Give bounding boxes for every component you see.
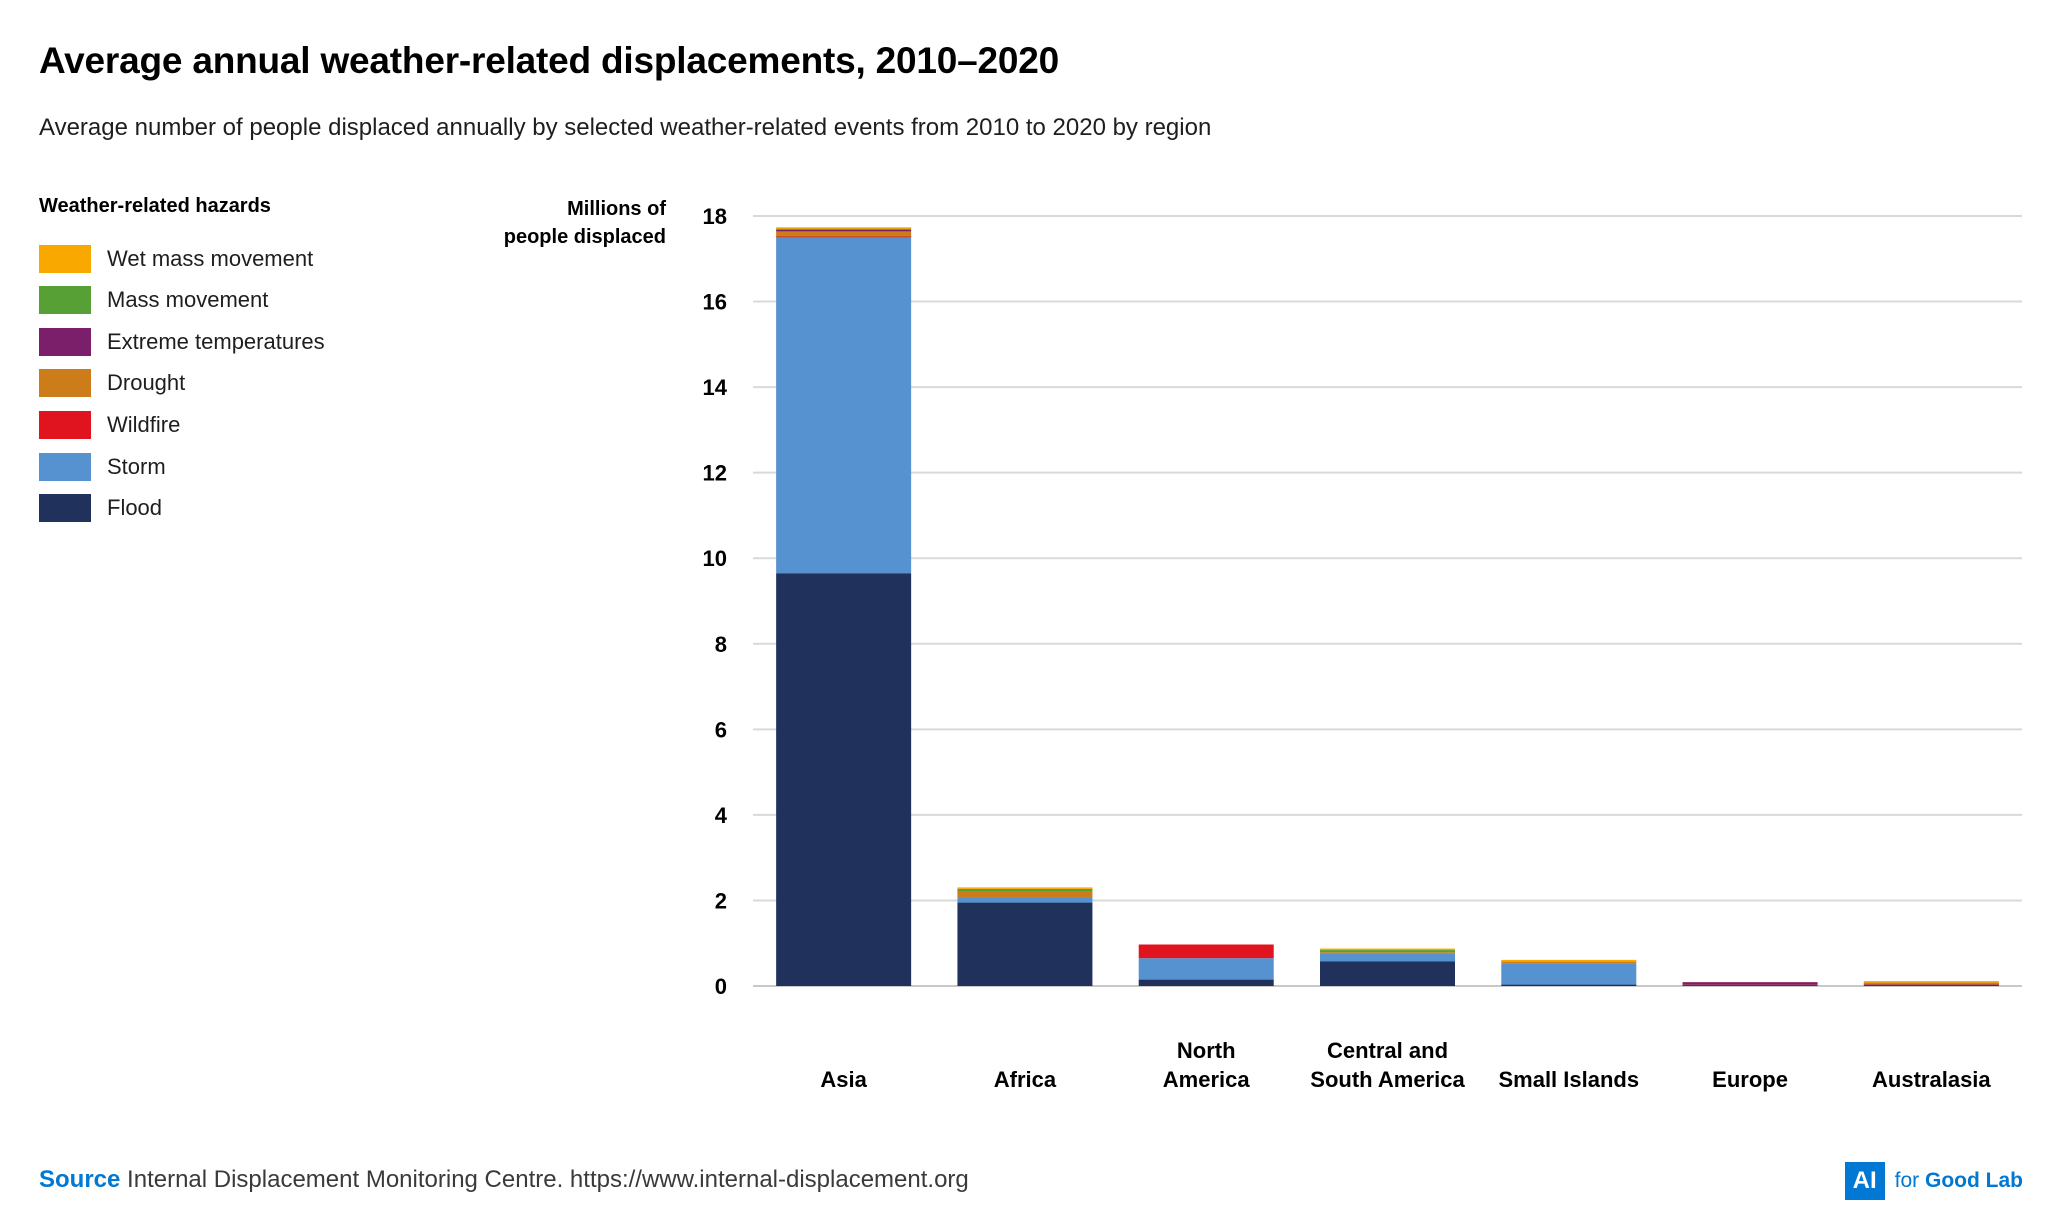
bar-segment-storm bbox=[957, 897, 1093, 903]
legend-label: Wildfire bbox=[107, 412, 181, 437]
x-category-label: North bbox=[1177, 1038, 1236, 1063]
brand-name: Good Lab bbox=[1925, 1169, 2023, 1192]
brand-text: for Good Lab bbox=[1895, 1169, 2023, 1193]
bar-segment-wet-mass-movement bbox=[1320, 948, 1455, 951]
chart-subtitle: Average number of people displaced annua… bbox=[39, 114, 1212, 141]
x-category-label: Small Islands bbox=[1498, 1067, 1639, 1092]
y-tick-label: 8 bbox=[715, 632, 727, 657]
x-category-label: America bbox=[1163, 1067, 1251, 1092]
bar-segment-mass-movement bbox=[776, 228, 912, 230]
legend-swatch bbox=[39, 328, 91, 356]
y-tick-label: 2 bbox=[715, 888, 727, 913]
legend-label: Drought bbox=[107, 370, 186, 395]
bar-segment-storm bbox=[1501, 963, 1637, 985]
y-tick-label: 12 bbox=[703, 461, 727, 486]
chart-title: Average annual weather-related displacem… bbox=[39, 40, 1060, 81]
bar-segment-storm bbox=[776, 237, 912, 574]
legend-item-wet-mass-movement: Wet mass movement bbox=[39, 244, 313, 274]
x-category-label: Europe bbox=[1712, 1067, 1788, 1092]
source-note: Source Internal Displacement Monitoring … bbox=[39, 1166, 969, 1194]
brand-ai-box: AI bbox=[1844, 1162, 1885, 1200]
y-tick-label: 6 bbox=[715, 717, 727, 742]
bar-segment-flood bbox=[957, 902, 1093, 986]
bar-segment-flood bbox=[1863, 984, 1999, 986]
legend-title: Weather-related hazards bbox=[39, 195, 271, 217]
x-category-label: Africa bbox=[994, 1067, 1057, 1092]
y-tick-label: 16 bbox=[703, 290, 727, 315]
legend-swatch bbox=[39, 245, 91, 273]
bar-segment-wet-mass-movement bbox=[1863, 981, 1999, 983]
bar-segment-storm bbox=[1138, 958, 1274, 980]
brand-logo: AI for Good Lab bbox=[1844, 1162, 2023, 1200]
bar-segment-mass-movement bbox=[957, 888, 1093, 892]
bar-segment-wet-mass-movement bbox=[1501, 959, 1637, 962]
y-tick-label: 0 bbox=[715, 974, 727, 999]
legend-item-flood: Flood bbox=[39, 493, 162, 523]
bar-segment-drought bbox=[776, 231, 912, 237]
bar-segment-flood bbox=[1138, 979, 1274, 986]
bar-segment-wet-mass-movement bbox=[957, 887, 1093, 889]
bar-segment-drought bbox=[1320, 952, 1455, 954]
y-tick-label: 14 bbox=[703, 375, 728, 400]
x-category-label: Central and bbox=[1327, 1038, 1448, 1063]
bar-segment-wildfire bbox=[1138, 944, 1274, 959]
bar-segment-extreme-temperatures bbox=[776, 229, 912, 232]
bar-segment-extreme-temperatures bbox=[1682, 982, 1818, 985]
legend-item-wildfire: Wildfire bbox=[39, 410, 180, 440]
bar-segment-mass-movement bbox=[1320, 950, 1455, 953]
legend-swatch bbox=[39, 494, 91, 522]
legend-item-extreme-temperatures: Extreme temperatures bbox=[39, 327, 325, 357]
y-tick-label: 10 bbox=[703, 546, 727, 571]
legend-label: Extreme temperatures bbox=[107, 329, 325, 354]
brand-pre: for bbox=[1894, 1169, 1920, 1192]
bar-segment-drought bbox=[1863, 982, 1999, 985]
legend-label: Wet mass movement bbox=[107, 246, 314, 271]
y-axis-label: Millions of people displaced bbox=[504, 195, 666, 251]
legend-label: Storm bbox=[107, 454, 166, 479]
y-axis-label-line2: people displaced bbox=[503, 226, 666, 248]
legend-swatch bbox=[39, 411, 91, 439]
legend-swatch bbox=[39, 453, 91, 481]
legend-swatch bbox=[39, 369, 91, 397]
legend-item-mass-movement: Mass movement bbox=[39, 285, 268, 315]
x-category-label: Australasia bbox=[1872, 1067, 1991, 1092]
legend-label: Flood bbox=[107, 495, 163, 520]
bar-segment-flood bbox=[1682, 984, 1818, 986]
bar-segment-flood bbox=[1501, 984, 1637, 986]
x-category-label: Asia bbox=[820, 1067, 867, 1092]
bar-segment-wildfire bbox=[776, 235, 912, 238]
y-axis-label-line1: Millions of bbox=[567, 198, 666, 220]
bar-segment-flood bbox=[776, 573, 912, 986]
y-tick-label: 4 bbox=[715, 803, 728, 828]
source-key: Source bbox=[39, 1166, 121, 1193]
bar-segment-wet-mass-movement bbox=[776, 227, 912, 229]
source-text: Internal Displacement Monitoring Centre.… bbox=[127, 1166, 969, 1193]
legend-item-storm: Storm bbox=[39, 452, 166, 482]
bar-segment-storm bbox=[1320, 953, 1455, 962]
legend-swatch bbox=[39, 286, 91, 314]
legend-label: Mass movement bbox=[107, 287, 269, 312]
bar-segment-drought bbox=[957, 891, 1093, 898]
x-category-label: South America bbox=[1310, 1067, 1465, 1092]
legend-item-drought: Drought bbox=[39, 368, 185, 398]
bar-segment-drought bbox=[1501, 961, 1637, 964]
y-tick-label: 18 bbox=[703, 204, 727, 229]
bar-segment-flood bbox=[1320, 961, 1455, 986]
